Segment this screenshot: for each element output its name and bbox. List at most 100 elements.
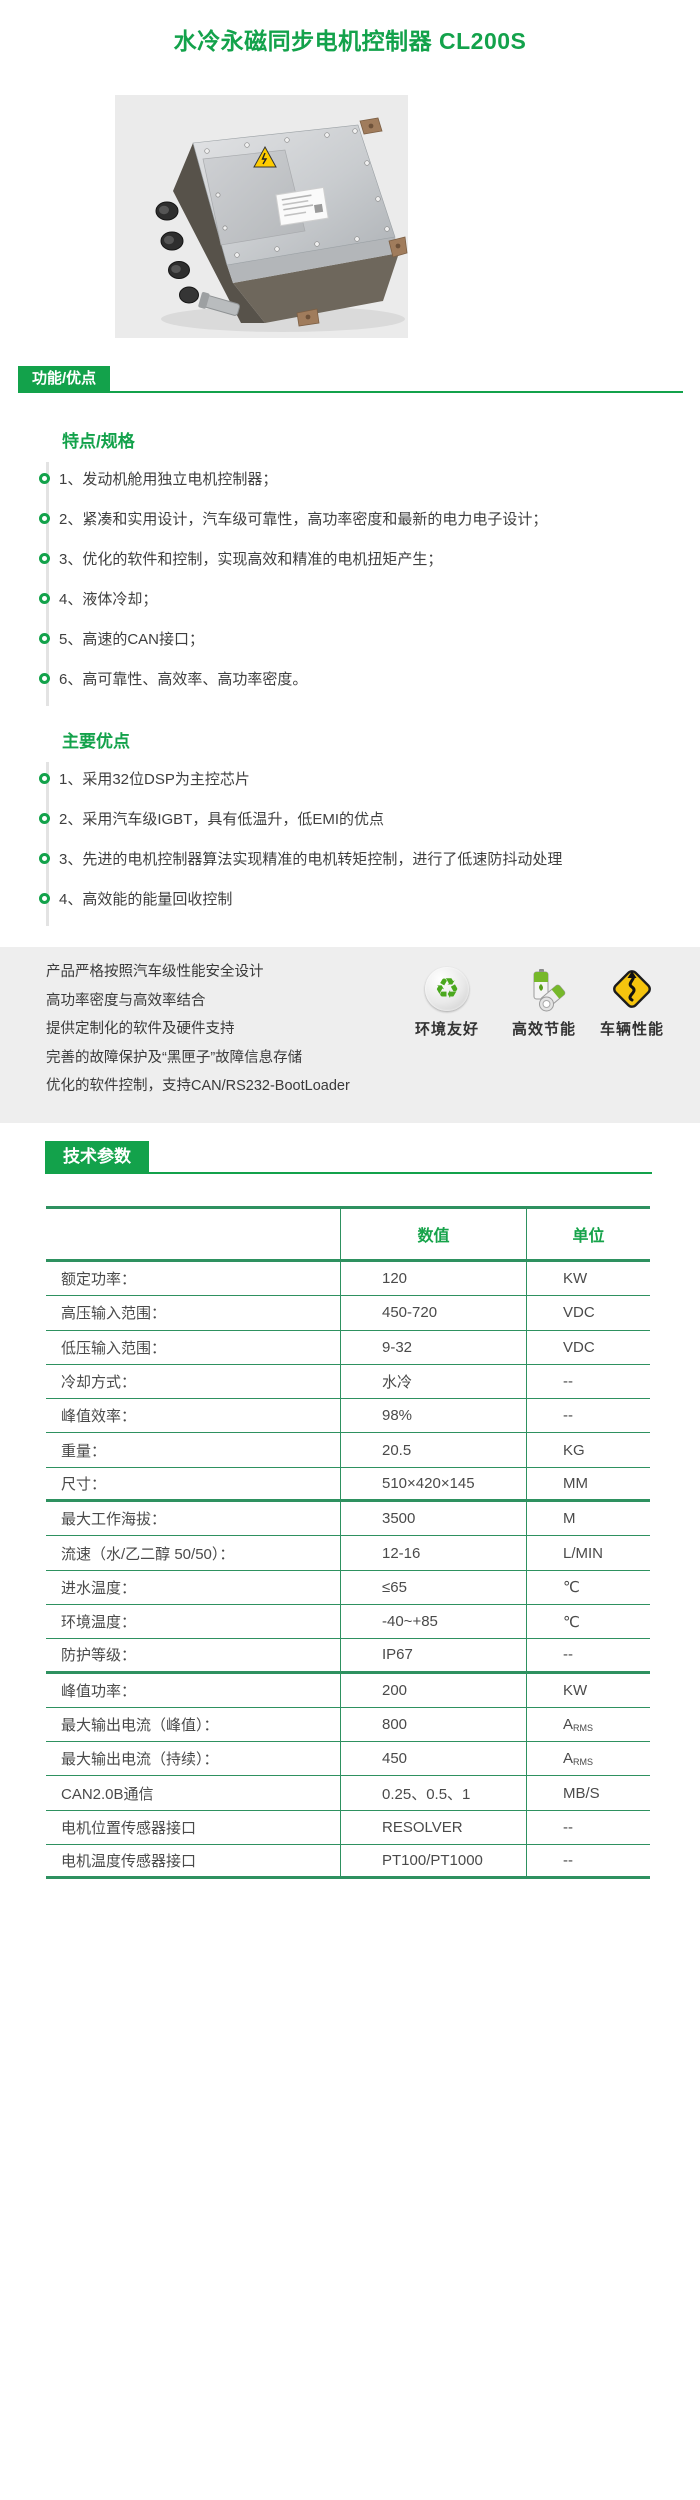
unit-text: A <box>563 1750 574 1768</box>
highlight-line: 产品严格按照汽车级性能安全设计 <box>46 964 264 980</box>
bullet-ring-icon <box>39 632 50 644</box>
unit-text: KG <box>563 1441 585 1459</box>
highlights-panel: 产品严格按照汽车级性能安全设计 高功率密度与高效率结合 提供定制化的软件及硬件支… <box>0 947 700 1123</box>
specs-heading: 特点/规格 <box>62 432 135 451</box>
advantages-heading: 主要优点 <box>62 732 130 751</box>
energy-saving-feature: 高效节能 <box>498 964 590 1039</box>
unit-cell: VDC <box>526 1330 650 1364</box>
unit-cell: -- <box>526 1810 650 1845</box>
unit-text: -- <box>563 1646 573 1664</box>
list-connector-line <box>46 762 49 926</box>
unit-text: M <box>563 1510 576 1528</box>
param-cell: 冷却方式： <box>61 1374 137 1392</box>
table-row: 流速（水/乙二醇 50/50）： 12-16 L/MIN <box>46 1536 650 1571</box>
feature-icon-label: 高效节能 <box>511 1021 576 1038</box>
unit-subscript: RMS <box>573 1723 594 1733</box>
value-cell: RESOLVER <box>340 1810 526 1845</box>
highlight-line: 优化的软件控制，支持CAN/RS232-BootLoader <box>46 1078 350 1095</box>
value-cell: ≤65 <box>340 1570 526 1604</box>
param-cell: 环境温度： <box>61 1614 137 1632</box>
feature-icon-label: 车辆性能 <box>599 1021 664 1038</box>
features-section-badge: 功能/优点 <box>18 366 111 391</box>
list-item-text: 1、发动机舱用独立电机控制器； <box>59 470 278 488</box>
list-item-text: 2、紧凑和实用设计，汽车级可靠性，高功率密度和最新的电力电子设计； <box>59 510 548 528</box>
specs-table: 数值 单位 额定功率： 120 KW 高压输入范围： 450-720 VDC 低… <box>46 1206 650 1880</box>
value-cell: 510×420×145 <box>340 1467 526 1500</box>
unit-text: L/MIN <box>563 1544 604 1562</box>
param-cell: 低压输入范围： <box>61 1339 167 1357</box>
value-cell: 200 <box>340 1673 526 1707</box>
table-row: 峰值功率： 200 KW <box>46 1673 650 1708</box>
unit-cell: -- <box>526 1399 650 1433</box>
value-cell: 12-16 <box>340 1536 526 1570</box>
list-item-text: 5、高速的CAN接口； <box>59 630 205 648</box>
value-cell: 450-720 <box>340 1296 526 1330</box>
table-row: 防护等级： IP67 -- <box>46 1639 650 1674</box>
param-cell: 最大输出电流（峰值）： <box>61 1717 219 1734</box>
controller-illustration <box>115 95 408 338</box>
param-cell: 进水温度： <box>61 1579 137 1597</box>
col-header-param <box>46 1209 340 1259</box>
unit-text: KW <box>563 1681 588 1699</box>
value-cell: -40~+85 <box>340 1604 526 1639</box>
battery-icon <box>533 969 566 1012</box>
value-cell: PT100/PT1000 <box>340 1845 526 1877</box>
value-cell: 3500 <box>340 1502 526 1536</box>
param-cell: 最大输出电流（持续）： <box>61 1751 219 1769</box>
unit-cell: A RMS <box>526 1742 650 1776</box>
unit-cell: VDC <box>526 1296 650 1330</box>
unit-cell: MM <box>526 1467 650 1500</box>
bullet-ring-icon <box>39 852 50 864</box>
bullet-ring-icon <box>39 672 50 684</box>
table-row: CAN2.0B通信 0.25、0.5、1 MB/S <box>46 1776 650 1811</box>
eco-friendly-feature: ♻ 环境友好 <box>401 964 493 1039</box>
table-row: 重量： 20.5 KG <box>46 1433 650 1468</box>
value-cell: 20.5 <box>340 1433 526 1467</box>
unit-text: MB/S <box>563 1784 600 1802</box>
advantage-list: 1、采用32位DSP为主控芯片 2、采用汽车级IGBT，具有低温升，低EMI的优… <box>34 758 684 926</box>
table-row: 最大输出电流（持续）： 450 A RMS <box>46 1742 650 1777</box>
value-cell: 800 <box>340 1707 526 1742</box>
highlights-text: 产品严格按照汽车级性能安全设计 高功率密度与高效率结合 提供定制化的软件及硬件支… <box>46 958 350 1101</box>
list-item: 6、高可靠性、高效率、高功率密度。 <box>34 658 684 698</box>
product-label-sticker <box>275 186 329 227</box>
bullet-ring-icon <box>39 552 50 564</box>
highlight-line: 完善的故障保护及“黑匣子”故障信息存储 <box>46 1049 303 1066</box>
road-sign-icon <box>613 970 651 1008</box>
value-cell: 0.25、0.5、1 <box>340 1776 526 1810</box>
list-item-text: 4、液体冷却； <box>59 590 158 608</box>
unit-text: ℃ <box>563 1579 580 1597</box>
table-header-row: 数值 单位 <box>46 1209 650 1262</box>
table-row: 额定功率： 120 KW <box>46 1262 650 1297</box>
param-cell: 高压输入范围： <box>61 1305 167 1323</box>
feature-icon-label: 环境友好 <box>414 1021 479 1038</box>
unit-cell: KW <box>526 1673 650 1707</box>
unit-cell: A RMS <box>526 1707 650 1742</box>
value-cell: IP67 <box>340 1639 526 1671</box>
list-item: 1、采用32位DSP为主控芯片 <box>34 758 684 798</box>
table-row: 高压输入范围： 450-720 VDC <box>46 1296 650 1331</box>
list-item: 3、先进的电机控制器算法实现精准的电机转矩控制，进行了低速防抖动处理 <box>34 838 684 878</box>
unit-subscript: RMS <box>573 1757 594 1768</box>
bullet-ring-icon <box>39 892 50 904</box>
list-item-text: 4、高效能的能量回收控制 <box>59 890 233 908</box>
param-cell: 防护等级： <box>61 1647 137 1665</box>
list-item: 5、高速的CAN接口； <box>34 618 684 658</box>
unit-cell: M <box>526 1502 650 1536</box>
unit-text: -- <box>563 1407 573 1425</box>
bullet-ring-icon <box>39 812 50 824</box>
unit-text: KW <box>563 1270 588 1288</box>
product-photo <box>115 95 408 338</box>
highlight-line: 提供定制化的软件及硬件支持 <box>46 1021 235 1038</box>
value-cell: 9-32 <box>340 1330 526 1364</box>
unit-text: ℃ <box>563 1613 580 1631</box>
page-title: 水冷永磁同步电机控制器 CL200S <box>173 28 527 54</box>
unit-cell: KG <box>526 1433 650 1467</box>
table-row: 峰值效率： 98% -- <box>46 1399 650 1434</box>
list-item: 2、紧凑和实用设计，汽车级可靠性，高功率密度和最新的电力电子设计； <box>34 498 684 538</box>
list-item: 4、高效能的能量回收控制 <box>34 878 684 918</box>
table-row: 尺寸： 510×420×145 MM <box>46 1467 650 1503</box>
value-cell: 98% <box>340 1399 526 1433</box>
table-row: 冷却方式： 水冷 -- <box>46 1364 650 1400</box>
bullet-ring-icon <box>39 472 50 484</box>
